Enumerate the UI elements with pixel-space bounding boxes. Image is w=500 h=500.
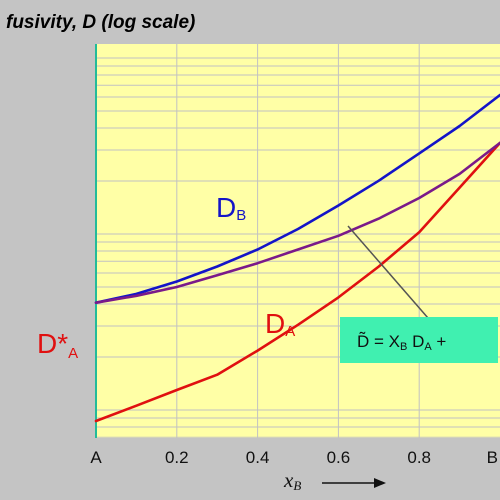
- x-tick-label: 0.4: [246, 448, 270, 467]
- formula-box: [340, 317, 498, 363]
- dstar-a-label: D*A: [37, 328, 78, 362]
- x-axis-arrow-head: [374, 478, 386, 488]
- horizontal-grid: [96, 57, 500, 438]
- x-tick-label: 0.8: [407, 448, 431, 467]
- series-line-0: [94, 93, 500, 305]
- x-tick-label: B: [487, 448, 498, 467]
- x-tick-labels: A 0.2 0.4 0.6 0.8 B: [90, 448, 498, 467]
- vertical-grid: [176, 44, 420, 438]
- series-line-1: [94, 141, 500, 423]
- x-tick-label: 0.2: [165, 448, 189, 467]
- formula-pointer-line: [347, 225, 429, 319]
- chart-title: fusivity, D (log scale): [6, 12, 195, 33]
- formula-text: D̃ = XB DA +: [357, 331, 446, 353]
- series-label-db: DB: [216, 192, 246, 224]
- series-lines: [94, 93, 500, 423]
- x-tick-label: A: [90, 448, 102, 467]
- series-line-2: [94, 141, 500, 305]
- plot-area: [96, 44, 500, 438]
- x-axis-label: xB: [283, 468, 301, 493]
- x-tick-label: 0.6: [327, 448, 351, 467]
- series-label-da: DA: [265, 308, 295, 340]
